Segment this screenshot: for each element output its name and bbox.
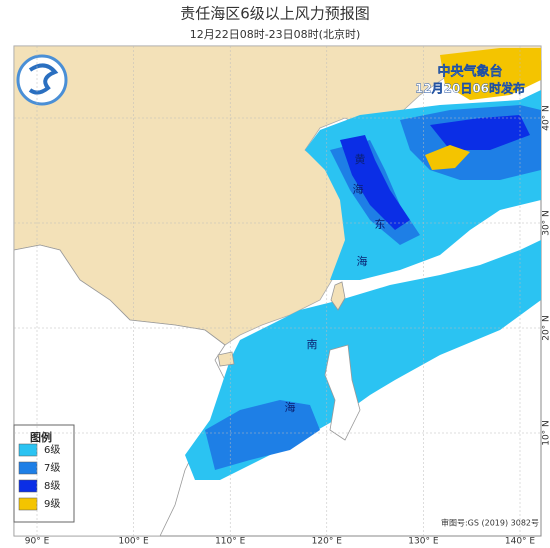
longitude-label: 130° E <box>408 537 439 547</box>
longitude-label: 140° E <box>505 537 536 547</box>
wind-area-8 <box>430 115 530 150</box>
longitude-label: 90° E <box>25 537 50 547</box>
logo <box>16 54 68 106</box>
legend-label: 7级 <box>44 462 60 474</box>
wind-area-9 <box>425 145 470 170</box>
sea-label: 东 <box>375 218 386 231</box>
subtitle: 12月22日08时-23日08时(北京时) <box>190 27 361 41</box>
issued-time: 12月20日06时发布 <box>415 81 525 96</box>
sea-label: 海 <box>353 182 364 196</box>
wind-area-7 <box>205 400 320 470</box>
legend-label: 9级 <box>44 498 60 510</box>
legend-title: 图例 <box>30 430 52 444</box>
latitude-label: 20° N <box>542 315 550 341</box>
legend-swatch <box>18 497 38 511</box>
latitude-label: 30° N <box>542 210 550 236</box>
longitude-label: 110° E <box>215 537 246 547</box>
title: 责任海区6级以上风力预报图 <box>180 5 370 23</box>
sea-label: 黄 <box>355 152 366 166</box>
island-taiwan <box>330 281 346 311</box>
sea-label: 南 <box>307 338 318 351</box>
longitude-label: 100° E <box>118 537 149 547</box>
sea-label: 海 <box>285 400 296 414</box>
sea-label: 海 <box>357 254 368 268</box>
legend-swatch <box>18 443 38 457</box>
wind-area-9 <box>440 48 541 100</box>
latitude-label: 40° N <box>542 105 550 131</box>
legend-swatch <box>18 479 38 493</box>
island-hainan <box>217 351 235 367</box>
wind-area-8 <box>340 135 410 230</box>
legend-label: 8级 <box>44 480 60 492</box>
legend-label: 6级 <box>44 444 60 456</box>
island-philippines <box>324 344 361 441</box>
approval: 审图号:GS (2019) 3082号 <box>441 518 539 528</box>
logo-mark <box>28 63 59 95</box>
longitude-label: 120° E <box>312 537 343 547</box>
legend-swatch <box>18 461 38 475</box>
latitude-label: 10° N <box>542 420 550 446</box>
issuer: 中央气象台 <box>437 64 502 80</box>
